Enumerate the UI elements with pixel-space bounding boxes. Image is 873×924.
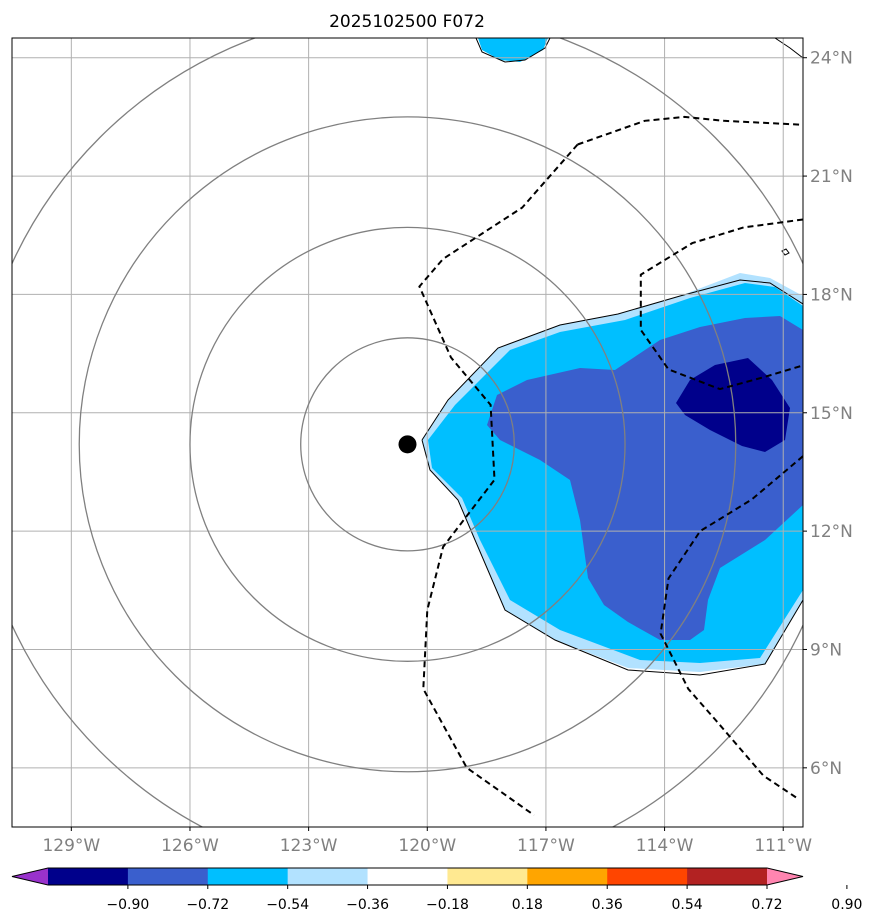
range-rings bbox=[12, 38, 803, 827]
map-frame bbox=[11, 37, 804, 828]
lat-tick-label: 24°N bbox=[810, 49, 853, 69]
colorbar-segment bbox=[607, 868, 688, 885]
latitude-axis: 6°N 9°N 12°N 15°N 18°N 21°N 24°N bbox=[803, 49, 853, 779]
dashed-contour-north bbox=[577, 115, 803, 146]
dashed-contour-west bbox=[418, 143, 579, 817]
colorbar-segment bbox=[287, 868, 369, 885]
colorbar-tick-label: 0.90 bbox=[831, 897, 862, 913]
lat-tick-label: 21°N bbox=[810, 167, 853, 187]
colorbar-segment bbox=[367, 868, 448, 885]
lat-tick-label: 9°N bbox=[810, 640, 842, 660]
lon-tick-label: 114°W bbox=[636, 836, 694, 856]
colorbar-extension-high bbox=[767, 868, 803, 885]
lon-tick-label: 111°W bbox=[754, 836, 812, 856]
lon-tick-label: 120°W bbox=[398, 836, 456, 856]
lat-tick-label: 6°N bbox=[810, 759, 842, 779]
colorbar-segment bbox=[687, 868, 768, 885]
range-ring bbox=[78, 116, 737, 773]
colorbar-tick-label: −0.18 bbox=[426, 897, 469, 913]
lon-tick-label: 117°W bbox=[517, 836, 575, 856]
dashed-contour-east-lower bbox=[659, 455, 803, 801]
dashed-contour-east-upper bbox=[639, 218, 803, 391]
colorbar-tick-label: 0.18 bbox=[512, 897, 543, 913]
lon-tick-label: 126°W bbox=[161, 836, 219, 856]
lon-tick-label: 129°W bbox=[42, 836, 100, 856]
range-ring bbox=[189, 226, 626, 662]
colorbar-tick-label: −0.90 bbox=[106, 897, 149, 913]
colorbar-tick-label: −0.54 bbox=[266, 897, 309, 913]
colorbar-extension-low bbox=[12, 868, 48, 885]
colorbar-segment bbox=[447, 868, 528, 885]
colorbar-segment bbox=[127, 868, 209, 885]
anomaly-fill-north-blob bbox=[478, 38, 548, 62]
dashed-contours bbox=[418, 115, 803, 817]
storm-center-marker bbox=[398, 435, 417, 454]
zero-contour-ne-corner bbox=[774, 38, 803, 59]
range-ring bbox=[300, 337, 515, 552]
lat-tick-label: 15°N bbox=[810, 404, 853, 424]
colorbar-segment bbox=[527, 868, 608, 885]
colorbar: −0.90 −0.72 −0.54 −0.36 −0.18 0.18 0.36 0.54 0.7… bbox=[11, 867, 862, 913]
colorbar-tick-label: −0.72 bbox=[186, 897, 229, 913]
colorbar-tick-label: 0.54 bbox=[672, 897, 703, 913]
colorbar-segment bbox=[207, 868, 289, 885]
longitude-axis: 129°W 126°W 123°W 120°W 117°W 114°W 111°W bbox=[42, 827, 812, 856]
lat-tick-label: 12°N bbox=[810, 522, 853, 542]
zero-contour-main bbox=[421, 279, 803, 676]
colorbar-tick-label: −0.36 bbox=[346, 897, 389, 913]
map-title: 2025102500 F072 bbox=[329, 12, 485, 32]
colorbar-segment bbox=[48, 868, 129, 885]
colorbar-tick-label: 0.36 bbox=[592, 897, 623, 913]
zero-contour-tiny bbox=[781, 248, 790, 256]
shaded-anomaly-region bbox=[421, 38, 803, 676]
colorbar-tick-label: 0.72 bbox=[751, 897, 782, 913]
lat-tick-label: 18°N bbox=[810, 285, 853, 305]
lon-tick-label: 123°W bbox=[280, 836, 338, 856]
